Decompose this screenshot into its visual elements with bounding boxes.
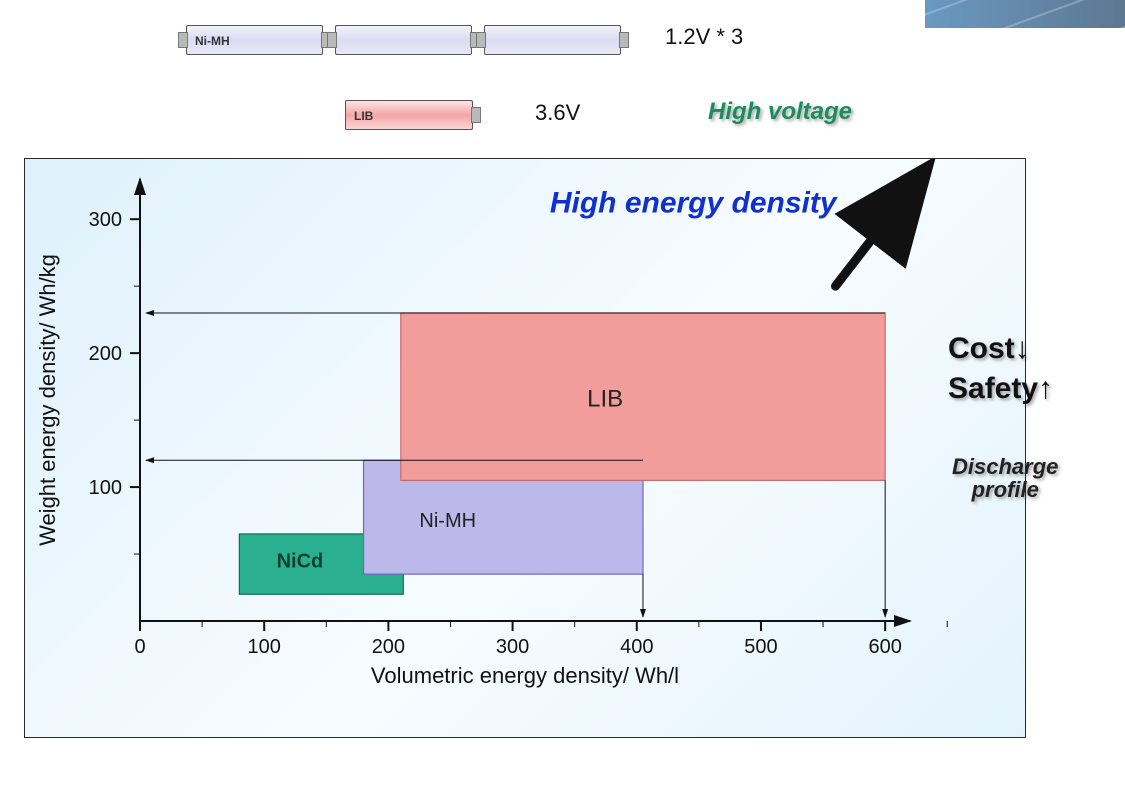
x-tick-label: 100 bbox=[248, 636, 281, 658]
x-tick-label: 200 bbox=[372, 636, 405, 658]
x-tick-label: 500 bbox=[744, 636, 777, 658]
region-label-lib: LIB bbox=[587, 386, 623, 413]
y-tick-label: 200 bbox=[89, 343, 122, 365]
x-tick-label: 600 bbox=[868, 636, 901, 658]
nimh-cell bbox=[335, 25, 472, 55]
nimh-cell: Ni-MH bbox=[186, 25, 323, 55]
region-label-nimh: Ni-MH bbox=[419, 510, 476, 532]
energy-density-chart: NiCd Ni-MH LIB 0 100 200 300 400 500 600 100 200 300… bbox=[24, 158, 1026, 738]
cost-label: Cost↓ bbox=[948, 332, 1030, 366]
x-tick-label: 400 bbox=[620, 636, 653, 658]
nimh-cell-label: Ni-MH bbox=[195, 34, 230, 48]
nimh-cell bbox=[484, 25, 621, 55]
high-energy-density-label: High energy density bbox=[550, 186, 838, 219]
discharge-profile-label: Discharge profile bbox=[952, 455, 1058, 501]
y-axis-label: Weight energy density/ Wh/kg bbox=[35, 254, 60, 546]
x-axis-label: Volumetric energy density/ Wh/l bbox=[371, 663, 679, 688]
y-tick-label: 300 bbox=[89, 209, 122, 231]
corner-ribbon bbox=[925, 0, 1125, 28]
region-label-nicd: NiCd bbox=[277, 550, 324, 572]
lib-cell-label: LIB bbox=[354, 109, 373, 123]
region-lib bbox=[401, 313, 885, 480]
lib-voltage-text: 3.6V bbox=[535, 100, 580, 126]
lib-cell: LIB bbox=[345, 100, 473, 130]
trend-arrow bbox=[835, 206, 897, 286]
x-tick-label: 300 bbox=[496, 636, 529, 658]
safety-label: Safety↑ bbox=[948, 372, 1053, 406]
x-tick-label: 0 bbox=[134, 636, 145, 658]
y-tick-label: 100 bbox=[89, 477, 122, 499]
high-voltage-label: High voltage bbox=[708, 98, 852, 126]
nimh-voltage-text: 1.2V * 3 bbox=[665, 24, 743, 50]
